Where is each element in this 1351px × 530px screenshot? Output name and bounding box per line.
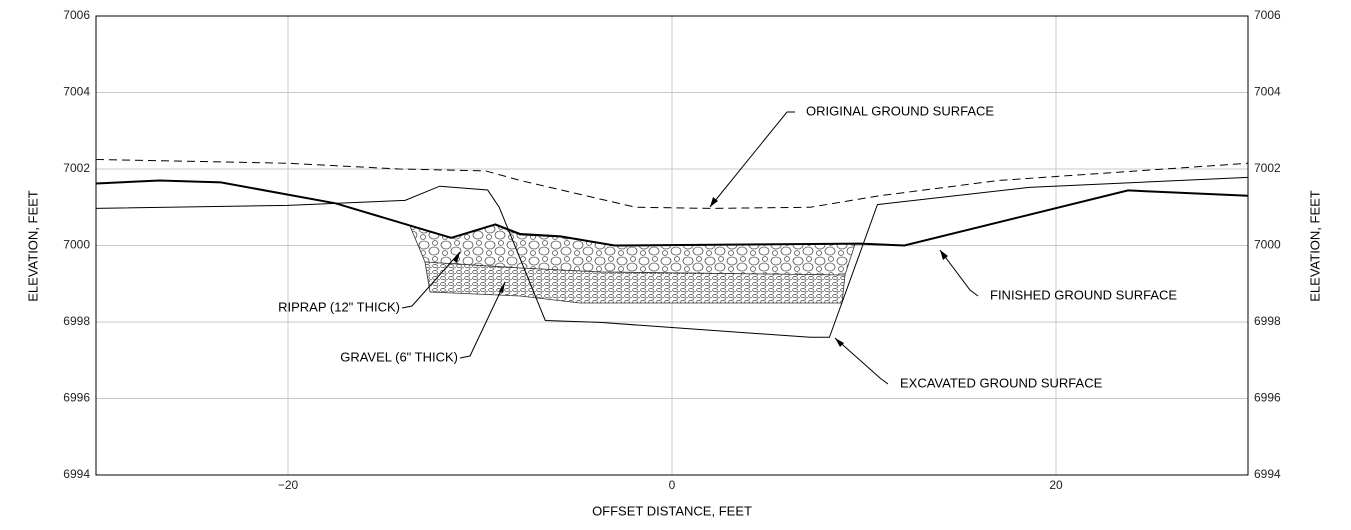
y2-tick-label: 6996 (1254, 391, 1281, 405)
x-tick-label: 20 (1049, 478, 1063, 492)
y-tick-label: 7006 (63, 8, 90, 22)
x-tick-label: −20 (278, 478, 299, 492)
annotation: EXCAVATED GROUND SURFACE (900, 375, 1103, 390)
y-tick-label: 6994 (63, 467, 90, 481)
y2-tick-label: 7006 (1254, 8, 1281, 22)
y-tick-label: 6996 (63, 391, 90, 405)
y-axis-label: ELEVATION, FEET (1307, 190, 1322, 302)
y-tick-label: 7004 (63, 85, 90, 99)
y-tick-label: 7002 (63, 161, 90, 175)
y2-tick-label: 7000 (1254, 238, 1281, 252)
y-tick-label: 7000 (63, 238, 90, 252)
y2-tick-label: 6994 (1254, 467, 1281, 481)
annotation: RIPRAP (12" THICK) (278, 299, 400, 314)
x-tick-label: 0 (669, 478, 676, 492)
x-axis-label: OFFSET DISTANCE, FEET (592, 503, 752, 518)
leader (835, 338, 888, 384)
chart: ORIGINAL GROUND SURFACE FINISHED GROUND … (0, 0, 1351, 525)
y2-tick-label: 7004 (1254, 85, 1281, 99)
y2-tick-label: 6998 (1254, 314, 1281, 328)
y-tick-label: 6998 (63, 314, 90, 328)
arrowhead (835, 338, 844, 347)
annotation: ORIGINAL GROUND SURFACE (806, 103, 994, 118)
annotation: FINISHED GROUND SURFACE (990, 287, 1177, 302)
y-axis-label: ELEVATION, FEET (25, 190, 40, 302)
annotation: GRAVEL (6" THICK) (340, 349, 458, 364)
leader (710, 112, 795, 207)
y2-tick-label: 7002 (1254, 161, 1281, 175)
